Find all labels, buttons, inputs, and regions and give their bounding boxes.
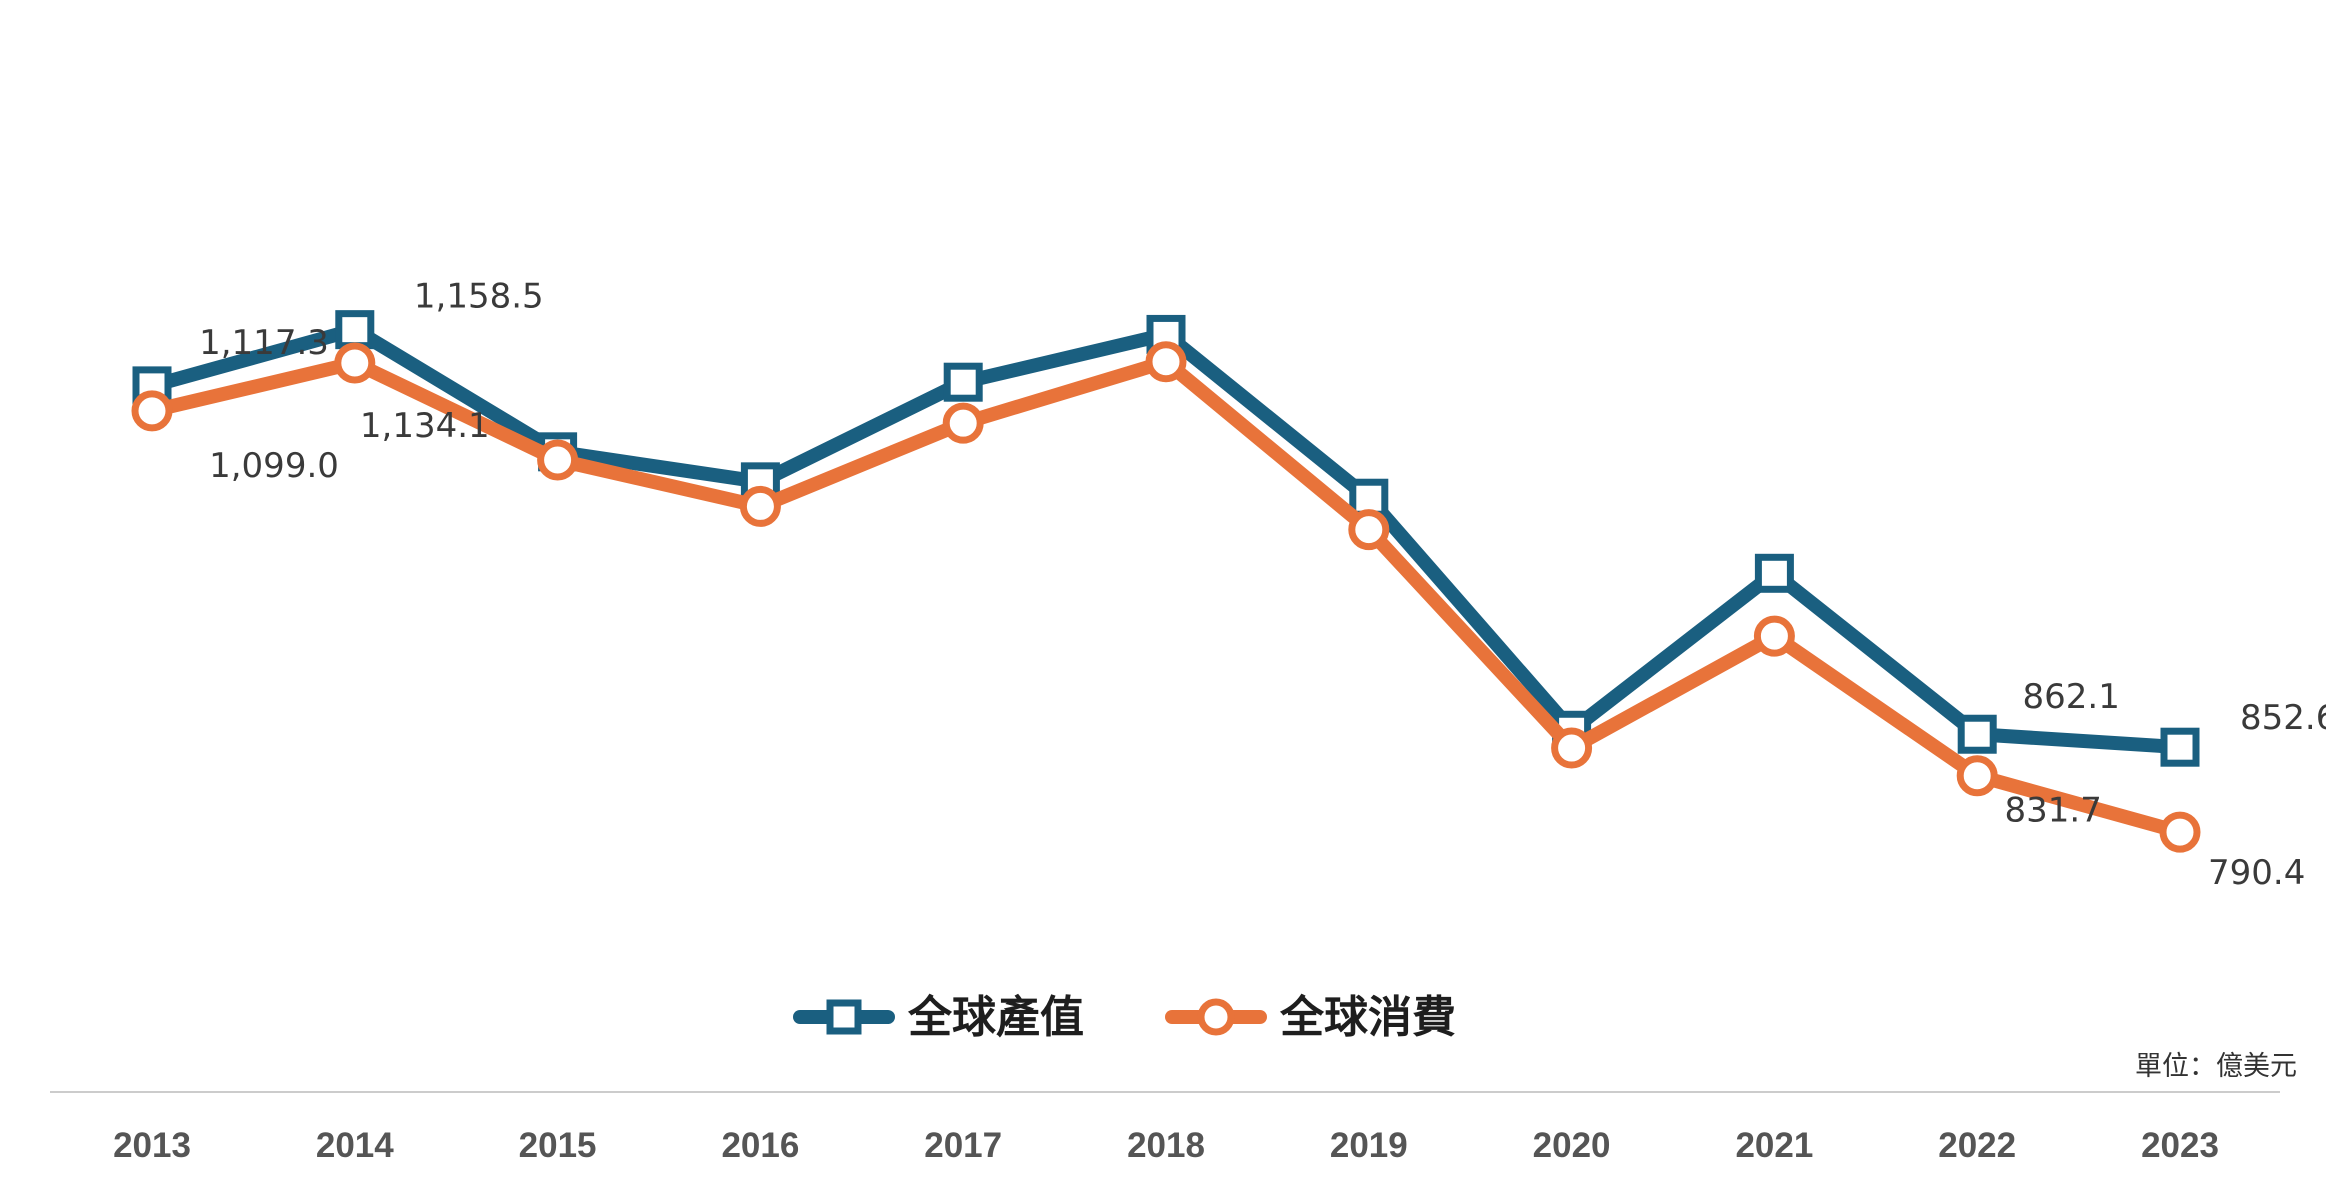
point-consumption-2023 xyxy=(2159,811,2201,853)
data-label-layer: 1,117.3 1,158.5 862.1 852.6 1,099.0 1,134.1 83… xyxy=(199,277,2326,893)
data-label-production-2013: 1,117.3 xyxy=(199,323,329,363)
x-tick-2017: 2017 xyxy=(924,1126,1002,1165)
data-label-production-2022: 862.1 xyxy=(2023,677,2120,717)
series-line-production xyxy=(145,322,2187,755)
point-consumption-2014 xyxy=(334,342,376,384)
data-label-consumption-2013: 1,099.0 xyxy=(209,446,339,486)
data-label-production-2014: 1,158.5 xyxy=(414,277,544,317)
legend-label-production: 全球產值 xyxy=(907,992,1084,1043)
x-tick-2015: 2015 xyxy=(519,1126,597,1165)
legend-marker-production xyxy=(826,999,862,1035)
point-production-2017 xyxy=(943,362,983,402)
point-consumption-2022 xyxy=(1956,755,1998,797)
point-production-2021 xyxy=(1754,553,1794,593)
x-axis-ticks: 2013 2014 2015 2016 2017 2018 2019 2020 2021 2022… xyxy=(113,1126,2219,1165)
data-label-production-2023: 852.6 xyxy=(2240,698,2326,738)
data-label-consumption-2023: 790.4 xyxy=(2208,853,2305,893)
point-consumption-2020 xyxy=(1551,727,1593,769)
unit-note: 單位：億美元 xyxy=(2135,1051,2297,1082)
data-label-consumption-2014: 1,134.1 xyxy=(360,406,490,446)
x-tick-2014: 2014 xyxy=(316,1126,394,1165)
x-tick-2019: 2019 xyxy=(1330,1126,1408,1165)
x-tick-2022: 2022 xyxy=(1938,1126,2016,1165)
point-consumption-2021 xyxy=(1753,615,1795,657)
legend-label-consumption: 全球消費 xyxy=(1279,992,1456,1043)
legend-item-production: 全球產值 xyxy=(793,992,1084,1043)
legend-marker-consumption xyxy=(1197,998,1235,1036)
point-consumption-2017 xyxy=(942,402,984,444)
data-label-consumption-2022: 831.7 xyxy=(2005,791,2102,831)
legend: 全球產值 全球消費 xyxy=(793,992,1456,1043)
x-tick-2016: 2016 xyxy=(721,1126,799,1165)
point-production-2022 xyxy=(1957,714,1997,754)
series-layer xyxy=(131,310,2201,853)
point-consumption-2015 xyxy=(537,439,579,481)
point-production-2014 xyxy=(335,310,375,350)
point-production-2023 xyxy=(2160,727,2200,767)
x-tick-2023: 2023 xyxy=(2141,1126,2219,1165)
point-consumption-2016 xyxy=(739,485,781,527)
point-consumption-2013 xyxy=(131,390,173,432)
legend-item-consumption: 全球消費 xyxy=(1165,992,1456,1043)
point-consumption-2018 xyxy=(1145,341,1187,383)
x-tick-2021: 2021 xyxy=(1735,1126,1813,1165)
point-consumption-2019 xyxy=(1348,509,1390,551)
x-tick-2020: 2020 xyxy=(1533,1126,1611,1165)
x-tick-2013: 2013 xyxy=(113,1126,191,1165)
x-tick-2018: 2018 xyxy=(1127,1126,1205,1165)
